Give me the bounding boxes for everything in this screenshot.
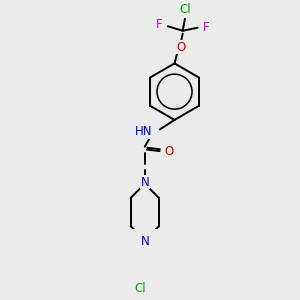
Text: F: F [156, 18, 162, 31]
Text: F: F [203, 20, 210, 34]
Text: HN: HN [135, 125, 152, 138]
Text: O: O [177, 40, 186, 54]
Text: N: N [140, 176, 149, 189]
Text: Cl: Cl [179, 3, 191, 16]
Text: O: O [165, 145, 174, 158]
Text: N: N [140, 235, 149, 248]
Text: Cl: Cl [135, 282, 146, 295]
